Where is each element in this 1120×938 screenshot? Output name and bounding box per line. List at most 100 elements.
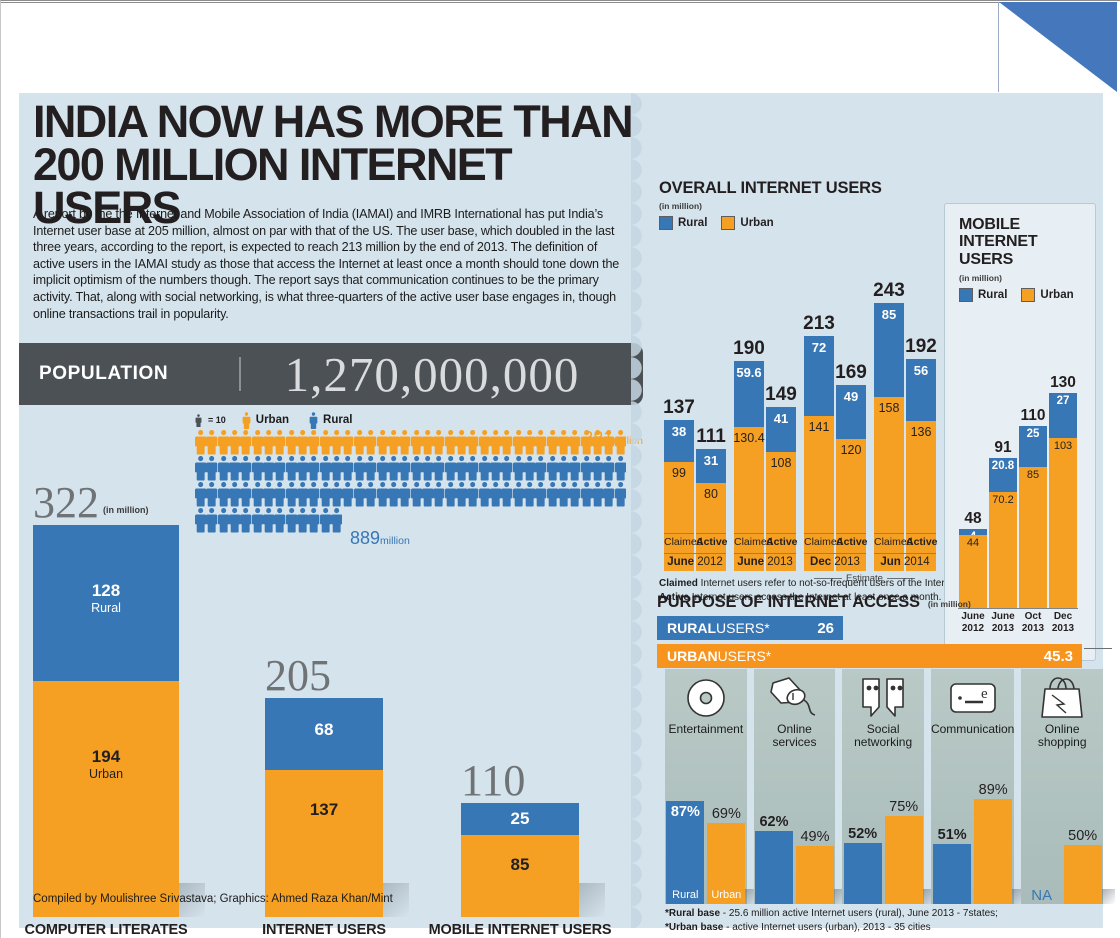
bar-urban: 75% xyxy=(884,799,936,904)
divider xyxy=(239,357,241,391)
pictogram-rural-total: 889million xyxy=(350,528,410,548)
bar-segment-urban: 70.2 xyxy=(989,491,1017,608)
person-icon xyxy=(206,507,218,533)
person-icon xyxy=(297,481,309,507)
legend-urban-label: Urban xyxy=(255,414,290,426)
purpose-of-internet-access: PURPOSE OF INTERNET ACCESS (in million) … xyxy=(657,593,1115,933)
segment-value-rural: 59.6 xyxy=(736,365,762,381)
person-icon xyxy=(523,481,536,507)
person-icon xyxy=(478,455,490,481)
rural-users-rest: USERS* xyxy=(716,620,770,636)
purpose-categories: Entertainment 87% Rural 69% Urban Online servi… xyxy=(665,669,1115,904)
person-icon xyxy=(489,429,502,455)
bar-segment-urban: 108 xyxy=(766,451,796,571)
purpose-header: PURPOSE OF INTERNET ACCESS (in million) xyxy=(657,593,1103,612)
person-icon xyxy=(342,429,354,455)
person-icon xyxy=(331,455,343,481)
urban-users-value: 45.3 xyxy=(1043,647,1073,665)
category-label: Communication xyxy=(930,722,1015,736)
person-icon xyxy=(285,455,298,481)
chart-title: OVERALL INTERNET USERS xyxy=(659,179,882,197)
stacked-bar: 192 56 136 xyxy=(905,336,937,571)
bar-segment-rural: 38 xyxy=(664,419,694,462)
bar-caption: COMPUTER LITERATES xyxy=(24,922,188,938)
bar-segment-urban: 137 xyxy=(265,770,383,917)
bar-group: 137 38 99 xyxy=(663,303,695,571)
person-icon xyxy=(580,429,593,455)
axis-period: June 2012 xyxy=(664,553,726,568)
person-icon xyxy=(558,455,570,481)
person-icon xyxy=(501,455,513,481)
bar-segment-urban: 85 xyxy=(1019,467,1047,608)
person-icon xyxy=(274,507,286,533)
segment-value-rural: 49 xyxy=(843,388,859,404)
bar-group: 48444 xyxy=(959,393,987,608)
person-icon xyxy=(195,429,207,455)
two-faces-icon xyxy=(842,669,924,723)
bar-segment-rural: 68 xyxy=(265,698,383,770)
bar-caption: INTERNET USERS xyxy=(262,922,386,938)
bar-shadow xyxy=(179,883,205,917)
person-icon xyxy=(501,429,513,455)
top-rule xyxy=(1,2,1001,3)
legend-urban: Urban xyxy=(721,216,774,230)
pictogram-rows xyxy=(195,429,645,533)
person-icon xyxy=(603,455,615,481)
segment-value-urban: 141 xyxy=(808,419,830,434)
stacked-bar: 213 72 141 xyxy=(803,313,835,571)
bar-segment-rural: 49 xyxy=(836,384,866,439)
person-icon xyxy=(376,429,388,455)
axis-tick-claimed: Claimed xyxy=(664,533,703,548)
scalloped-divider xyxy=(631,93,653,928)
bar-group: 169 49 120 xyxy=(835,303,867,571)
stacked-bar: 48444 xyxy=(959,510,987,608)
stacked-bar: 130 27 103 xyxy=(1049,374,1077,608)
person-icon xyxy=(410,429,422,455)
person-icon xyxy=(603,429,615,455)
person-icon xyxy=(433,455,445,481)
bar-total-label: 243 xyxy=(873,280,905,301)
purpose-title: PURPOSE OF INTERNET ACCESS xyxy=(657,593,920,611)
bar-segment-rural: 128 Rural xyxy=(33,525,179,681)
purpose-category: Online services 62% 49% xyxy=(753,669,847,904)
overall-footnotes: Claimed Internet users refer to not-so-f… xyxy=(659,577,959,605)
bar-segment-rural: 59.6 xyxy=(734,361,764,428)
person-icon xyxy=(455,455,468,481)
segment-value-urban: 108 xyxy=(770,455,792,470)
bar-group: 91 20.8 70.2 xyxy=(989,393,1017,608)
axis-tick: June 2013 xyxy=(988,608,1018,634)
axis-period: June 2013 xyxy=(734,553,796,568)
bar-total-label: 110 xyxy=(1020,407,1046,425)
segment-value-rural: 31 xyxy=(703,452,719,468)
bar-group: 243 85 158 xyxy=(873,280,905,571)
category-bars: 87% Rural 69% Urban xyxy=(665,774,759,904)
content-area: INDIA NOW HAS MORE THAN 200 MILLION INTE… xyxy=(19,93,1115,938)
legend-swatch-rural xyxy=(959,287,973,302)
category-label: Online services xyxy=(772,722,817,750)
person-icon xyxy=(580,481,593,507)
rural-users-bar: RURAL USERS* 26 xyxy=(657,616,843,640)
credit-line: Compiled by Moulishree Srivastava; Graph… xyxy=(33,893,393,905)
person-icon xyxy=(365,429,377,455)
rural-pct-label: 52% xyxy=(848,825,878,842)
person-icon xyxy=(195,413,202,427)
person-icon xyxy=(251,455,264,481)
person-icon xyxy=(365,455,377,481)
bar-segment-rural: 56 xyxy=(906,359,936,421)
bar-segment-urban: 158 xyxy=(874,396,904,571)
segment-value-urban: 158 xyxy=(878,400,900,415)
svg-text:e: e xyxy=(981,686,988,702)
person-icon xyxy=(421,455,434,481)
person-icon xyxy=(444,429,456,455)
population-banner: POPULATION 1,270,000,000 xyxy=(19,343,643,405)
bar-caption: MOBILE INTERNET USERS xyxy=(428,922,612,938)
segment-label: 194 Urban xyxy=(88,747,124,781)
category-bars: 62% 49% xyxy=(754,774,847,904)
bar-segment-urban: 141 xyxy=(804,415,834,571)
category-label: Entertainment xyxy=(668,722,744,736)
person-icon xyxy=(229,507,241,533)
legend-rural-label: Rural xyxy=(678,217,708,229)
legend-swatch-urban xyxy=(1021,287,1036,302)
person-icon xyxy=(274,455,286,481)
segment-label: 85 xyxy=(510,855,530,874)
